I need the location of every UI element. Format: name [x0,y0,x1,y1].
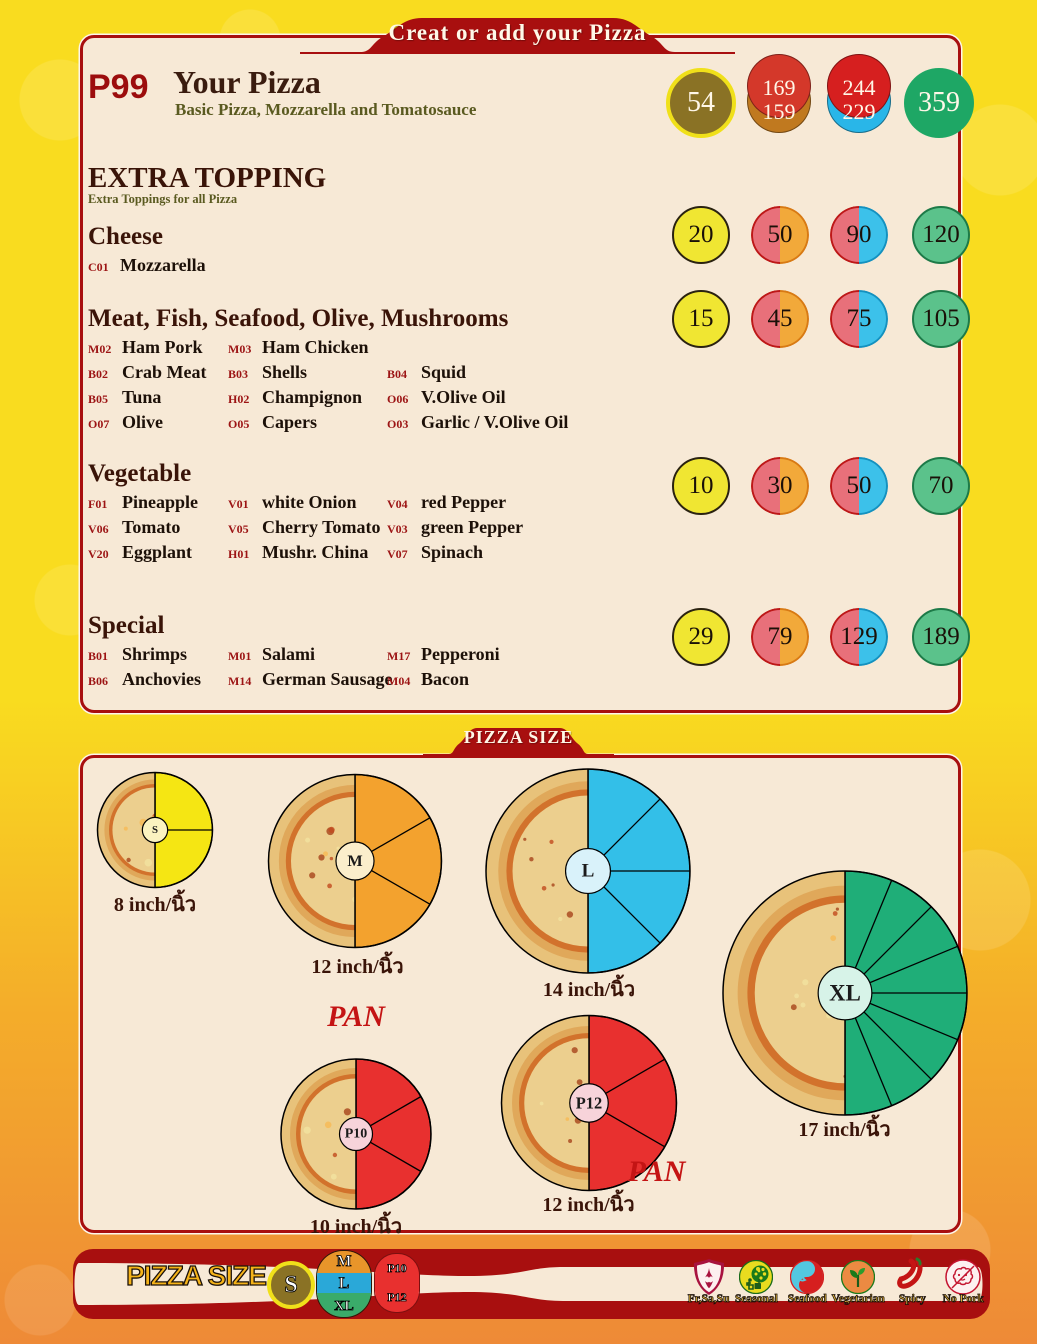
svg-text:P10: P10 [345,1127,368,1142]
svg-text:M: M [347,852,362,870]
svg-text:XL: XL [829,981,861,1006]
svg-text:L: L [582,861,595,882]
svg-text:S: S [152,824,158,836]
svg-text:P12: P12 [576,1094,602,1113]
